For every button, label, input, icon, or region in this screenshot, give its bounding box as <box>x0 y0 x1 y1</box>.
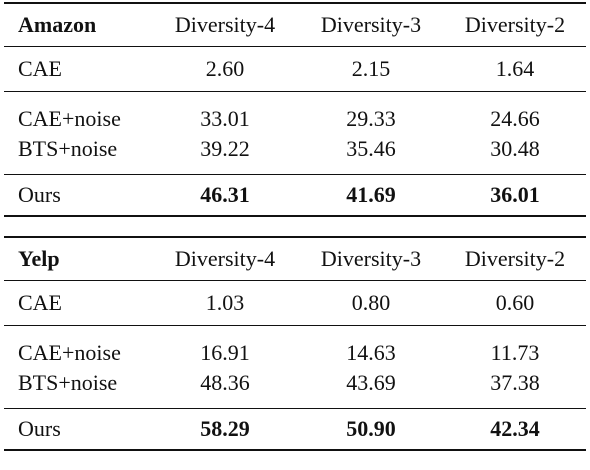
best-score-cell: 58.29 <box>152 408 298 451</box>
column-header: Diversity-3 <box>298 2 444 47</box>
best-score-cell: 42.34 <box>444 408 586 451</box>
table-cell: 29.33 <box>298 91 444 134</box>
method-name: BTS+noise <box>18 136 118 161</box>
table-cell: 1.03 <box>152 280 298 326</box>
table-row: CAE 1.03 0.80 0.60 <box>4 280 586 326</box>
table-cell: 35.46 <box>346 136 396 161</box>
table-row: CAE 2.60 2.15 1.64 <box>4 46 586 92</box>
amazon-results-table: Amazon Diversity-4 Diversity-3 Diversity… <box>4 2 586 217</box>
table-cell: 39.22 <box>200 136 250 161</box>
column-header: Diversity-2 <box>444 2 586 47</box>
table-cell: 0.80 <box>298 280 444 326</box>
table-cell: 1.64 <box>444 46 586 92</box>
best-score-cell: 50.90 <box>298 408 444 451</box>
method-name: Ours <box>4 408 152 451</box>
table-row: CAE+noise 33.01 29.33 24.66 <box>4 91 586 134</box>
table-row: BTS+noise 39.22 35.46 30.48 <box>4 134 586 175</box>
table-row-ours: Ours 46.31 41.69 36.01 <box>4 174 586 217</box>
table-cell: 30.48 <box>490 136 540 161</box>
method-name: CAE+noise <box>4 325 152 368</box>
table-row-ours: Ours 58.29 50.90 42.34 <box>4 408 586 451</box>
table-row: BTS+noise 48.36 43.69 37.38 <box>4 368 586 409</box>
table-cell: 0.60 <box>444 280 586 326</box>
column-header: Diversity-4 <box>152 236 298 281</box>
yelp-results-table: Yelp Diversity-4 Diversity-3 Diversity-2… <box>4 236 586 451</box>
best-score-cell: 36.01 <box>444 174 586 217</box>
best-score-cell: 41.69 <box>298 174 444 217</box>
column-header: Diversity-2 <box>444 236 586 281</box>
table-cell: 37.38 <box>490 370 540 395</box>
dataset-name: Yelp <box>4 236 152 281</box>
dataset-name: Amazon <box>4 2 152 47</box>
method-name: CAE+noise <box>4 91 152 134</box>
table-header-row: Amazon Diversity-4 Diversity-3 Diversity… <box>4 2 586 47</box>
method-name: BTS+noise <box>18 370 118 395</box>
table-cell: 48.36 <box>200 370 250 395</box>
table-cell: 16.91 <box>152 325 298 368</box>
table-row: CAE+noise 16.91 14.63 11.73 <box>4 325 586 368</box>
method-name: CAE <box>4 280 152 326</box>
method-name: Ours <box>4 174 152 217</box>
table-cell: 11.73 <box>444 325 586 368</box>
column-header: Diversity-3 <box>298 236 444 281</box>
table-cell: 33.01 <box>152 91 298 134</box>
table-header-row: Yelp Diversity-4 Diversity-3 Diversity-2 <box>4 236 586 281</box>
table-cell: 14.63 <box>298 325 444 368</box>
method-name: CAE <box>4 46 152 92</box>
table-cell: 2.15 <box>298 46 444 92</box>
table-cell: 24.66 <box>444 91 586 134</box>
column-header: Diversity-4 <box>152 2 298 47</box>
best-score-cell: 46.31 <box>152 174 298 217</box>
table-cell: 43.69 <box>346 370 396 395</box>
table-cell: 2.60 <box>152 46 298 92</box>
